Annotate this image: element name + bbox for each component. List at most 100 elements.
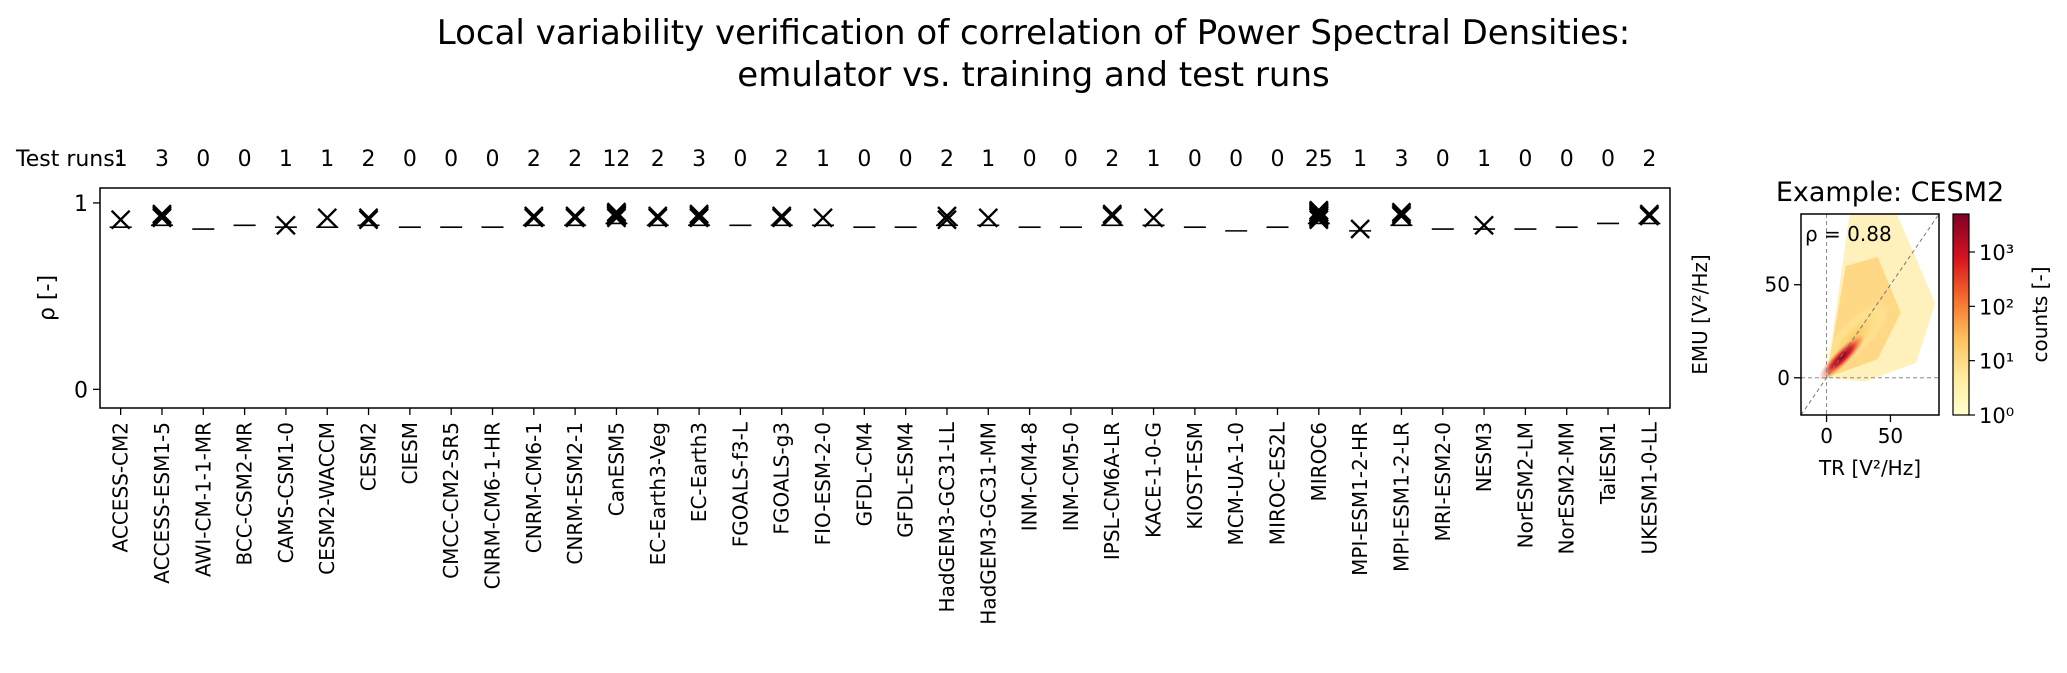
inset-title: Example: CESM2 <box>1776 177 2004 208</box>
test-marker <box>110 209 131 230</box>
inset-y-tick-label: 50 <box>1765 273 1790 297</box>
test-marker <box>1391 204 1412 224</box>
test-marker <box>565 207 585 228</box>
test-run-count: 0 <box>733 147 747 172</box>
figure-title: Local variability verification of correl… <box>0 12 2067 96</box>
inset-annotation: ρ = 0.88 <box>1805 222 1892 246</box>
x-tick-label: MCM-UA-1-0 <box>1224 422 1248 545</box>
test-marker <box>1143 207 1164 228</box>
test-marker <box>1639 204 1660 224</box>
test-marker <box>647 207 668 228</box>
test-run-count: 0 <box>1023 147 1037 172</box>
colorbar-label: counts [-] <box>2028 266 2052 362</box>
test-marker <box>1308 204 1329 224</box>
test-marker <box>523 207 544 228</box>
inset-plot-area <box>1801 214 1939 415</box>
inset-y-tick-label: 0 <box>1777 366 1790 390</box>
x-tick-label: ACCESS-ESM1-5 <box>150 422 174 584</box>
test-run-count: 1 <box>114 147 128 172</box>
x-tick-label: CIESM <box>398 422 422 484</box>
test-marker <box>1639 206 1660 226</box>
x-tick-label: TaiESM1 <box>1596 422 1620 505</box>
test-run-count: 0 <box>1560 147 1574 172</box>
x-tick-label: CNRM-CM6-1-HR <box>481 422 505 589</box>
x-tick-label: FIO-ESM-2-0 <box>811 422 835 545</box>
colorbar-tick-label: 10² <box>1979 295 2014 319</box>
test-run-count: 1 <box>1147 147 1161 172</box>
figure-title-line-1: Local variability verification of correl… <box>436 13 1631 53</box>
test-marker <box>152 206 172 226</box>
test-run-count: 0 <box>403 147 417 172</box>
x-tick-label: ACCESS-CM2 <box>109 422 133 552</box>
test-run-count: 0 <box>444 147 458 172</box>
test-run-count: 2 <box>568 147 582 172</box>
x-tick-label: UKESM1-0-LL <box>1637 421 1661 554</box>
main-plot-frame <box>99 187 1671 409</box>
x-tick-label: MIROC6 <box>1307 422 1331 501</box>
test-run-count: 2 <box>651 147 665 172</box>
test-marker <box>606 206 627 226</box>
test-marker <box>358 209 379 230</box>
test-marker <box>1308 209 1329 230</box>
x-tick-label: CanESM5 <box>604 422 628 516</box>
x-tick-label: CNRM-CM6-1 <box>522 422 546 553</box>
inset-plot-frame <box>1800 213 1940 416</box>
test-run-count: 2 <box>1105 147 1119 172</box>
test-marker <box>1391 206 1412 226</box>
x-tick-label: AWI-CM-1-1-MR <box>191 422 215 577</box>
test-marker <box>1102 204 1123 224</box>
x-tick-label: MPI-ESM1-2-HR <box>1348 422 1372 576</box>
x-tick-label: NorESM2-MM <box>1555 422 1579 554</box>
x-tick-label: EC-Earth3-Veg <box>646 422 670 565</box>
test-run-count: 3 <box>692 147 706 172</box>
inset-chart: Example: CESM2 ρ = 0.88 0 50 0 50 TR [V²/Hz] EM… <box>1688 177 2052 480</box>
x-tick-label: CAMS-CSM1-0 <box>274 422 298 563</box>
test-run-count: 2 <box>940 147 954 172</box>
colorbar-tick-label: 10³ <box>1979 241 2014 265</box>
test-run-count: 0 <box>486 147 500 172</box>
test-run-count: 2 <box>775 147 789 172</box>
test-marker <box>606 204 627 224</box>
x-tick-label: HadGEM3-GC31-MM <box>976 422 1000 625</box>
test-run-count: 2 <box>362 147 376 172</box>
test-marker <box>771 206 792 226</box>
test-run-count: 0 <box>238 147 252 172</box>
test-marker <box>813 207 833 228</box>
main-chart: 0 1 ρ [-] Test runs: ACCESS-CM2 1 ACCESS-ESM1-… <box>15 147 1671 625</box>
test-run-count: 3 <box>155 147 169 172</box>
colorbar <box>1952 213 1970 416</box>
test-marker <box>1391 202 1412 223</box>
test-run-count: 25 <box>1305 147 1333 172</box>
test-runs-label: Test runs: <box>15 147 122 172</box>
test-marker <box>1350 219 1370 239</box>
x-tick-label: NESM3 <box>1472 422 1496 492</box>
inset-x-axis-label: TR [V²/Hz] <box>1818 456 1921 480</box>
x-tick-label: CMCC-CM2-SR5 <box>439 422 463 579</box>
test-run-count: 1 <box>320 147 334 172</box>
test-marker <box>1308 207 1329 228</box>
test-run-count: 0 <box>1518 147 1532 172</box>
test-marker <box>276 215 296 236</box>
test-run-count: 12 <box>602 147 630 172</box>
diagonal-line <box>1801 214 1939 415</box>
x-tick-label: INM-CM4-8 <box>1018 422 1042 531</box>
x-tick-label: IPSL-CM6A-LR <box>1100 422 1124 560</box>
x-tick-label: EC-Earth3 <box>687 422 711 522</box>
test-marker <box>978 207 999 228</box>
test-marker <box>358 207 379 228</box>
test-run-count: 1 <box>816 147 830 172</box>
density-core <box>1818 333 1866 381</box>
x-tick-label: CNRM-ESM2-1 <box>563 422 587 565</box>
figure-title-line-2: emulator vs. training and test runs <box>737 55 1330 95</box>
test-marker <box>771 207 792 228</box>
test-marker <box>606 207 627 228</box>
colorbar-tick-label: 10¹ <box>1979 350 2014 374</box>
test-run-count: 0 <box>1229 147 1243 172</box>
test-marker <box>937 206 957 226</box>
test-run-count: 0 <box>1436 147 1450 172</box>
test-marker <box>152 207 172 228</box>
test-marker <box>689 206 709 226</box>
test-marker <box>606 202 627 223</box>
